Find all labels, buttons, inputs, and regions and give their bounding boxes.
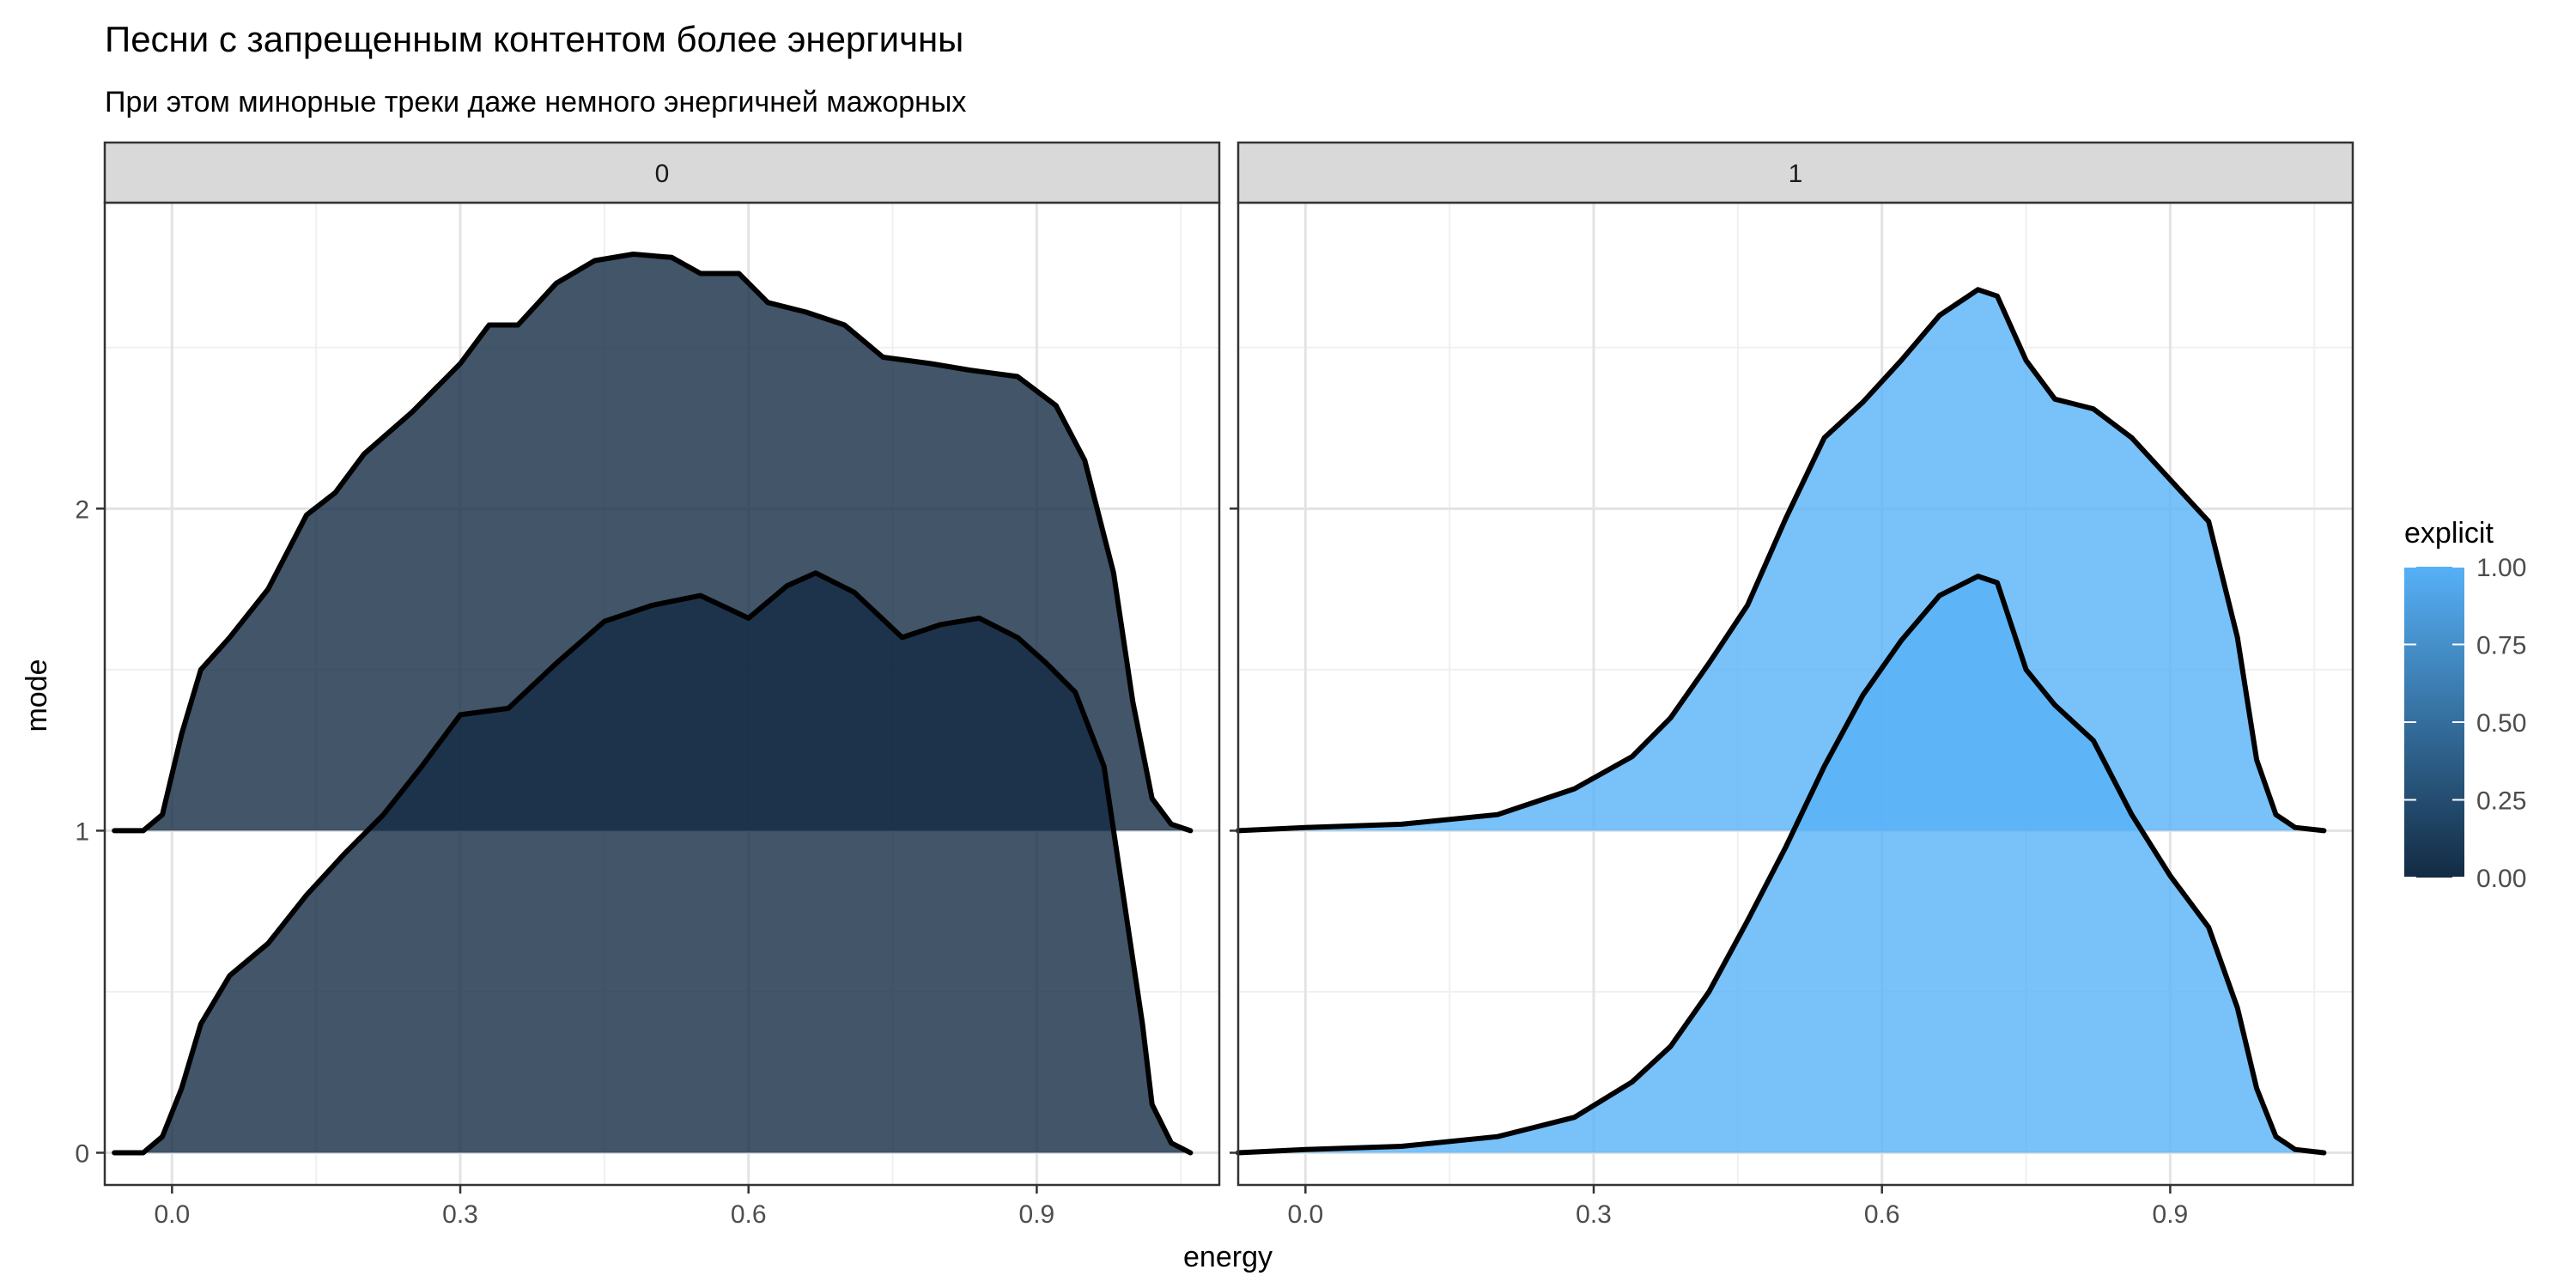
legend: explicit 1.00 0.75 0.50 0.25 0.00	[2404, 517, 2526, 893]
facet-panel-0: 0 0.0 0.3 0.6 0.9 0 1 2	[75, 141, 1221, 1229]
ridge-fill-mode-1	[1238, 289, 2324, 831]
ridge-line-mode-1	[112, 252, 1194, 834]
legend-label: 0.75	[2476, 632, 2526, 660]
ridge-fill-mode-0	[114, 573, 1191, 1153]
x-tick-label: 0.9	[1019, 1200, 1055, 1229]
y-tick-label: 0	[75, 1139, 89, 1168]
legend-label: 0.00	[2476, 865, 2526, 893]
facet-strip-label: 0	[655, 160, 670, 188]
legend-label: 1.00	[2476, 554, 2526, 582]
facet-strip	[1236, 141, 2354, 204]
x-tick-label: 0.9	[2153, 1200, 2189, 1229]
facet-strip	[103, 141, 1221, 204]
legend-label: 0.25	[2476, 787, 2526, 816]
y-tick-label: 2	[75, 495, 89, 524]
legend-title: explicit	[2404, 517, 2494, 550]
ridge-fill-mode-0	[1238, 576, 2324, 1153]
ridge-line-mode-1	[1236, 287, 2327, 834]
ridge-line-mode-0	[1236, 574, 2327, 1156]
x-tick-label: 0.3	[1576, 1200, 1612, 1229]
x-tick-label: 0.6	[731, 1200, 767, 1229]
x-tick-label: 0.0	[154, 1200, 190, 1229]
x-tick-label: 0.0	[1287, 1200, 1323, 1229]
y-tick-label: 1	[75, 817, 89, 846]
chart-title: Песни с запрещенным контентом более энер…	[105, 19, 963, 59]
chart-subtitle: При этом минорные треки даже немного эне…	[105, 86, 966, 118]
legend-label: 0.50	[2476, 709, 2526, 738]
x-tick-label: 0.3	[442, 1200, 478, 1229]
facet-panel-1: 1 0.0 0.3 0.6 0.9	[1230, 141, 2354, 1229]
panels: 0 0.0 0.3 0.6 0.9 0 1 2 1 0.0 0.3 0.6 0.9	[75, 141, 2354, 1229]
facet-strip-label: 1	[1789, 160, 1803, 188]
x-tick-label: 0.6	[1864, 1200, 1900, 1229]
ridge-line-mode-0	[112, 570, 1194, 1156]
x-axis-title: energy	[1183, 1241, 1273, 1273]
y-axis-title: mode	[21, 659, 53, 732]
